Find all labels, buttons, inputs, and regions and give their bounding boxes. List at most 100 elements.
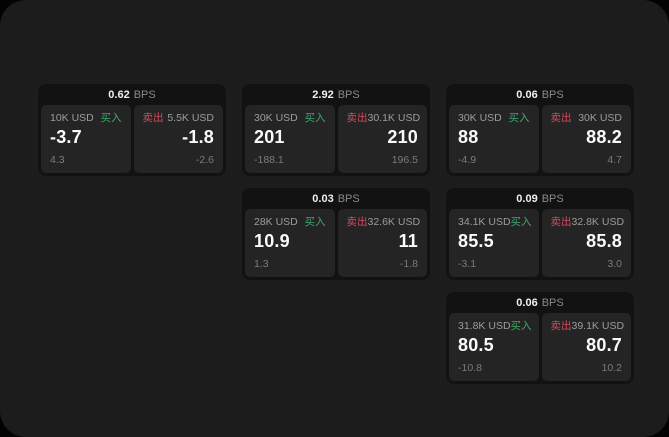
sell-amount: 32.6K USD: [367, 216, 421, 228]
bps-value: 0.06: [516, 296, 538, 309]
buy-panel[interactable]: 30K USD 买入 201 -188.1: [245, 105, 335, 173]
card-header: 0.03 BPS: [245, 188, 427, 209]
sell-price: 11: [398, 230, 418, 251]
card-body: 28K USD 买入 10.9 1.3 卖出 32.6K USD 11 -1.8: [245, 209, 427, 277]
buy-header-row: 34.1K USD 买入: [458, 216, 532, 229]
sell-panel[interactable]: 卖出 30K USD 88.2 4.7: [541, 105, 631, 173]
buy-label: 买入: [510, 320, 532, 332]
bps-value: 0.62: [108, 88, 130, 101]
buy-amount: 28K USD: [254, 216, 298, 228]
buy-amount: 31.8K USD: [458, 320, 511, 332]
buy-label: 买入: [508, 112, 530, 124]
buy-price: 88: [458, 126, 479, 147]
sell-header-row: 卖出 5.5K USD: [143, 112, 215, 125]
sell-label: 卖出: [550, 216, 572, 228]
bps-unit: BPS: [541, 296, 564, 309]
buy-label: 买入: [304, 112, 326, 124]
buy-amount: 34.1K USD: [458, 216, 511, 228]
sell-delta: -1.8: [399, 258, 418, 271]
bps-value: 0.09: [516, 192, 538, 205]
buy-panel[interactable]: 28K USD 买入 10.9 1.3: [245, 209, 335, 277]
sell-label: 卖出: [346, 112, 368, 124]
quote-card-1: 0.62 BPS 10K USD 买入 -3.7 4.3 卖出 5.5K USD…: [38, 84, 226, 176]
bps-unit: BPS: [337, 192, 360, 205]
card-body: 34.1K USD 买入 85.5 -3.1 卖出 32.8K USD 85.8…: [449, 209, 631, 277]
bps-unit: BPS: [133, 88, 156, 101]
quote-card-5: 0.09 BPS 34.1K USD 买入 85.5 -3.1 卖出 32.8K…: [446, 188, 634, 280]
buy-panel[interactable]: 30K USD 买入 88 -4.9: [449, 105, 539, 173]
sell-label: 卖出: [346, 216, 368, 228]
sell-panel[interactable]: 卖出 39.1K USD 80.7 10.2: [541, 313, 631, 381]
sell-label: 卖出: [142, 112, 164, 124]
buy-price: 85.5: [458, 230, 494, 251]
quote-card-4: 0.03 BPS 28K USD 买入 10.9 1.3 卖出 32.6K US…: [242, 188, 430, 280]
buy-price: -3.7: [50, 126, 82, 147]
bps-unit: BPS: [337, 88, 360, 101]
buy-price: 10.9: [254, 230, 290, 251]
sell-panel[interactable]: 卖出 30.1K USD 210 196.5: [337, 105, 427, 173]
sell-amount: 32.8K USD: [571, 216, 625, 228]
quote-card-2: 2.92 BPS 30K USD 买入 201 -188.1 卖出 30.1K …: [242, 84, 430, 176]
buy-price: 201: [254, 126, 285, 147]
card-header: 0.06 BPS: [449, 84, 631, 105]
card-header: 0.06 BPS: [449, 292, 631, 313]
buy-panel[interactable]: 31.8K USD 买入 80.5 -10.8: [449, 313, 539, 381]
sell-amount: 39.1K USD: [571, 320, 625, 332]
quote-card-6: 0.06 BPS 31.8K USD 买入 80.5 -10.8 卖出 39.1…: [446, 292, 634, 384]
buy-label: 买入: [510, 216, 532, 228]
sell-price: -1.8: [182, 126, 214, 147]
sell-price: 85.8: [586, 230, 622, 251]
buy-header-row: 10K USD 买入: [50, 112, 122, 125]
card-body: 30K USD 买入 88 -4.9 卖出 30K USD 88.2 4.7: [449, 105, 631, 173]
bps-value: 0.03: [312, 192, 334, 205]
buy-label: 买入: [304, 216, 326, 228]
bps-unit: BPS: [541, 88, 564, 101]
sell-header-row: 卖出 32.8K USD: [550, 216, 625, 229]
buy-panel[interactable]: 34.1K USD 买入 85.5 -3.1: [449, 209, 539, 277]
sell-price: 80.7: [586, 334, 622, 355]
buy-delta: -3.1: [458, 258, 477, 271]
quote-card-3: 0.06 BPS 30K USD 买入 88 -4.9 卖出 30K USD 8…: [446, 84, 634, 176]
sell-label: 卖出: [550, 112, 572, 124]
card-body: 10K USD 买入 -3.7 4.3 卖出 5.5K USD -1.8 -2.…: [41, 105, 223, 173]
bps-value: 0.06: [516, 88, 538, 101]
sell-amount: 30K USD: [578, 112, 622, 124]
sell-delta: 10.2: [601, 362, 622, 375]
buy-label: 买入: [100, 112, 122, 124]
sell-header-row: 卖出 30.1K USD: [346, 112, 421, 125]
buy-delta: -188.1: [254, 154, 284, 167]
buy-amount: 30K USD: [254, 112, 298, 124]
buy-header-row: 30K USD 买入: [458, 112, 530, 125]
card-body: 31.8K USD 买入 80.5 -10.8 卖出 39.1K USD 80.…: [449, 313, 631, 381]
sell-price: 88.2: [586, 126, 622, 147]
buy-delta: 4.3: [50, 154, 65, 167]
buy-header-row: 31.8K USD 买入: [458, 320, 532, 333]
bps-value: 2.92: [312, 88, 334, 101]
sell-header-row: 卖出 39.1K USD: [550, 320, 625, 333]
sell-amount: 5.5K USD: [167, 112, 214, 124]
card-header: 0.62 BPS: [41, 84, 223, 105]
sell-amount: 30.1K USD: [367, 112, 421, 124]
buy-delta: 1.3: [254, 258, 269, 271]
buy-header-row: 30K USD 买入: [254, 112, 326, 125]
sell-panel[interactable]: 卖出 5.5K USD -1.8 -2.6: [133, 105, 223, 173]
sell-delta: 196.5: [391, 154, 418, 167]
buy-amount: 10K USD: [50, 112, 94, 124]
card-body: 30K USD 买入 201 -188.1 卖出 30.1K USD 210 1…: [245, 105, 427, 173]
buy-amount: 30K USD: [458, 112, 502, 124]
buy-delta: -4.9: [458, 154, 477, 167]
bps-unit: BPS: [541, 192, 564, 205]
buy-panel[interactable]: 10K USD 买入 -3.7 4.3: [41, 105, 131, 173]
buy-delta: -10.8: [458, 362, 482, 375]
sell-header-row: 卖出 32.6K USD: [346, 216, 421, 229]
sell-panel[interactable]: 卖出 32.8K USD 85.8 3.0: [541, 209, 631, 277]
sell-delta: 4.7: [607, 154, 622, 167]
sell-panel[interactable]: 卖出 32.6K USD 11 -1.8: [337, 209, 427, 277]
sell-delta: -2.6: [195, 154, 214, 167]
card-header: 0.09 BPS: [449, 188, 631, 209]
sell-price: 210: [387, 126, 418, 147]
sell-header-row: 卖出 30K USD: [551, 112, 623, 125]
card-header: 2.92 BPS: [245, 84, 427, 105]
sell-label: 卖出: [550, 320, 572, 332]
